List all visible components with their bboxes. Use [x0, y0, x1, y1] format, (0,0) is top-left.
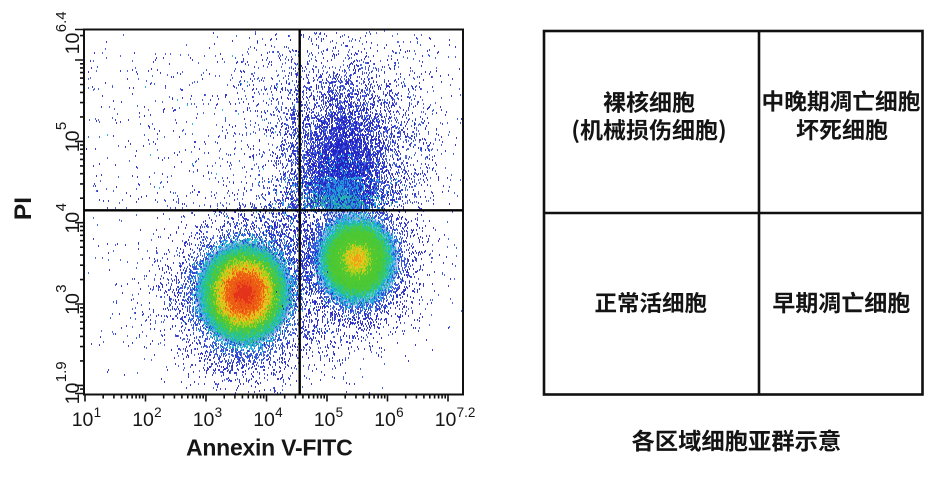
svg-text:3: 3	[215, 405, 223, 420]
svg-text:6: 6	[396, 405, 404, 420]
svg-text:10: 10	[62, 130, 84, 152]
svg-text:2: 2	[154, 405, 162, 420]
svg-text:10: 10	[62, 212, 84, 234]
svg-text:10: 10	[62, 293, 84, 315]
svg-text:1: 1	[94, 405, 102, 420]
svg-text:6.4: 6.4	[53, 11, 70, 32]
svg-text:10: 10	[193, 409, 215, 431]
svg-text:Annexin V-FITC: Annexin V-FITC	[186, 435, 352, 461]
svg-text:10: 10	[435, 409, 457, 431]
svg-text:3: 3	[53, 284, 70, 292]
svg-text:4: 4	[275, 405, 283, 420]
svg-text:10: 10	[62, 33, 84, 55]
svg-text:10: 10	[374, 409, 396, 431]
svg-text:PI: PI	[10, 197, 37, 220]
svg-text:4: 4	[53, 203, 70, 211]
svg-text:7.2: 7.2	[457, 405, 476, 420]
svg-text:5: 5	[53, 122, 70, 130]
svg-text:10: 10	[72, 409, 94, 431]
svg-text:10: 10	[132, 409, 154, 431]
svg-text:10: 10	[314, 409, 336, 431]
svg-text:5: 5	[336, 405, 344, 420]
svg-text:10: 10	[253, 409, 275, 431]
svg-text:10: 10	[62, 383, 84, 405]
svg-text:1.9: 1.9	[53, 361, 70, 382]
